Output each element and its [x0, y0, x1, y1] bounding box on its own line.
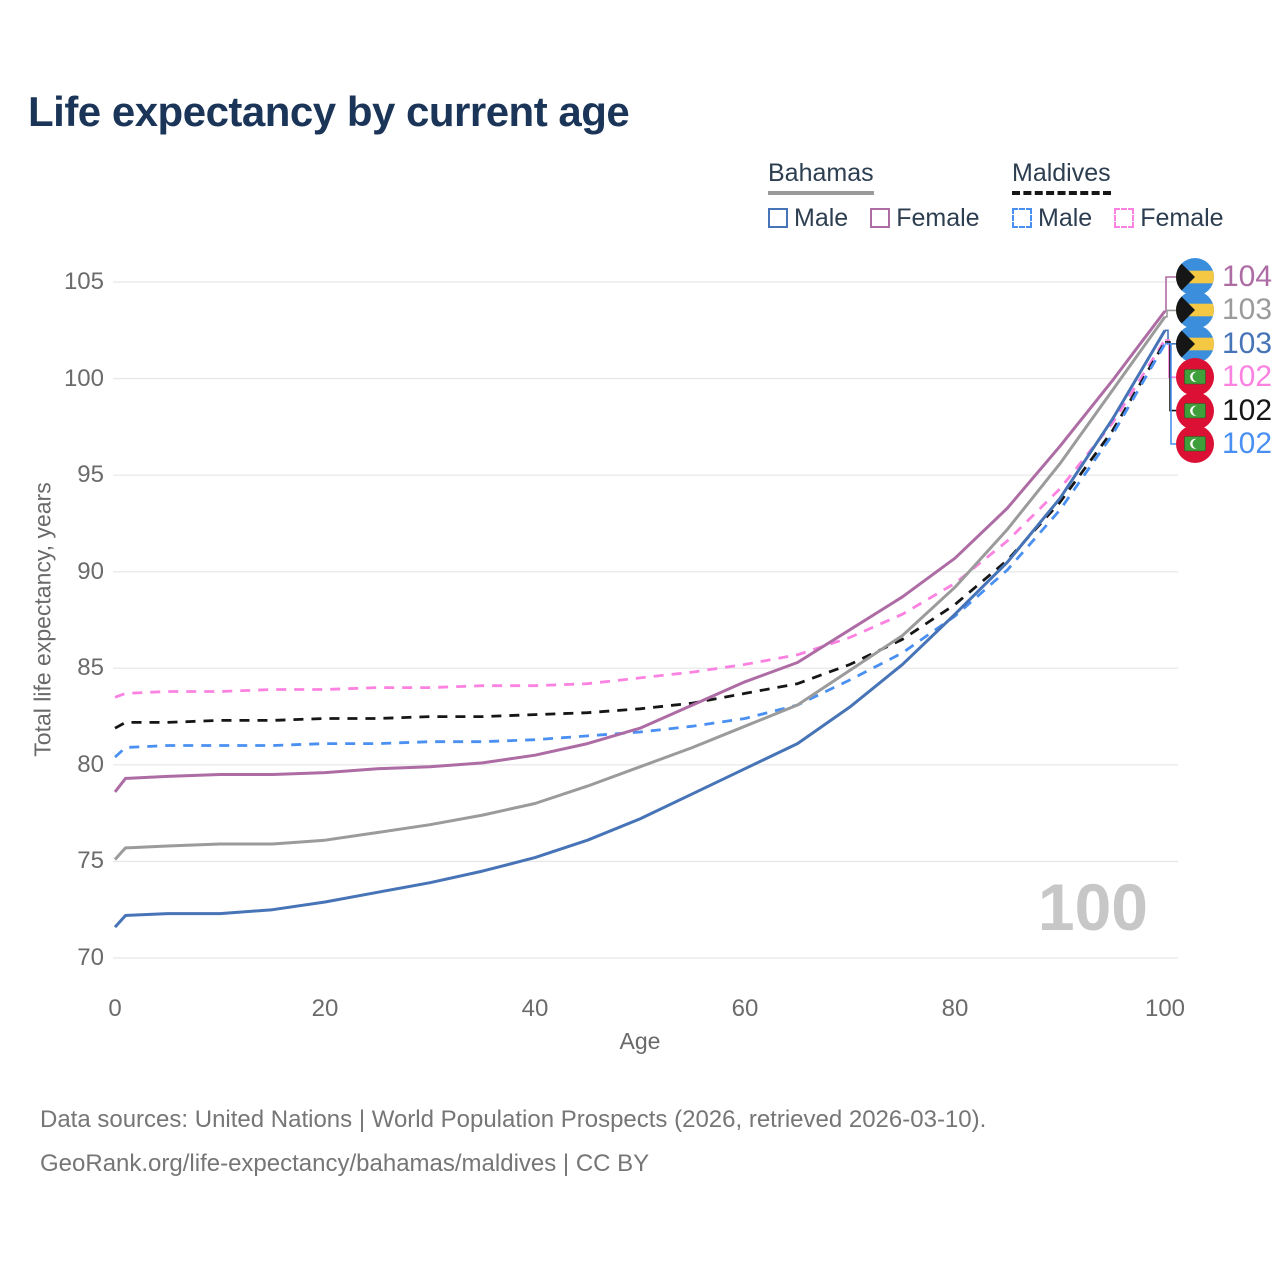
y-tick-label-75: 75: [77, 847, 104, 875]
series-line-maldives-total[interactable]: [114, 341, 1167, 730]
series-line-bahamas-female[interactable]: [113, 310, 1167, 793]
end-label-value-bahamas-female: 104: [1222, 260, 1273, 293]
end-label-value-bahamas-total: 103: [1222, 293, 1273, 327]
legend-group-title-bahamas: Bahamas: [768, 159, 874, 195]
end-label-connector-maldives-female: [1165, 339, 1176, 378]
end-label-row-maldives-total: 102: [1176, 391, 1273, 430]
end-label-row-maldives-male: 102: [1176, 425, 1272, 463]
legend-label: Female: [1140, 203, 1224, 232]
maldives-flag-icon: [1176, 391, 1214, 430]
legend-group-bahamas: Bahamas Male Female: [768, 159, 980, 233]
end-label-value-maldives-female: 102: [1222, 360, 1273, 394]
x-axis-title: Age: [619, 1028, 661, 1054]
legend-item-bahamas-female[interactable]: Female: [870, 203, 980, 233]
x-tick-label-80: 80: [941, 995, 969, 1022]
legend-group-maldives: Maldives Male Female: [1012, 159, 1224, 233]
y-axis-title: Total life expectancy, years: [29, 482, 56, 757]
age-watermark: 100: [1037, 870, 1148, 944]
end-label-connector-maldives-male: [1165, 343, 1176, 445]
end-label-row-bahamas-total: 103: [1176, 291, 1273, 330]
y-tick-label-70: 70: [77, 944, 104, 971]
legend-item-maldives-male[interactable]: Male: [1012, 204, 1092, 233]
x-tick-label-20: 20: [311, 995, 339, 1022]
footer-source-line: Data sources: United Nations | World Pop…: [40, 1106, 987, 1133]
end-label-row-bahamas-female: 104: [1176, 258, 1272, 296]
legend-swatch-bahamas-female: [870, 208, 891, 228]
end-label-row-maldives-female: 102: [1176, 358, 1273, 397]
maldives-flag-icon: [1176, 425, 1214, 463]
legend-label: Male: [794, 203, 849, 232]
maldives-flag-icon: [1176, 358, 1214, 397]
y-tick-label-95: 95: [77, 461, 104, 489]
legend-swatch-maldives-female: [1114, 208, 1135, 228]
footer-citation-line: GeoRank.org/life-expectancy/bahamas/mald…: [40, 1150, 650, 1177]
end-label-connector-bahamas-total: [1165, 309, 1176, 318]
legend-item-bahamas-male[interactable]: Male: [768, 204, 848, 233]
end-label-connector-bahamas-male: [1165, 329, 1176, 345]
end-label-connector-bahamas-female: [1165, 276, 1176, 312]
series-line-maldives-male[interactable]: [114, 343, 1167, 759]
end-label-value-maldives-male: 102: [1222, 427, 1273, 460]
legend-swatch-maldives-male: [1012, 208, 1032, 228]
x-tick-label-0: 0: [108, 995, 122, 1022]
y-tick-label-105: 105: [63, 268, 104, 295]
x-tick-label-60: 60: [731, 995, 759, 1022]
x-tick-label-40: 40: [521, 995, 549, 1022]
legend-item-maldives-female[interactable]: Female: [1114, 203, 1224, 233]
series-line-bahamas-total[interactable]: [113, 315, 1167, 861]
y-tick-label-90: 90: [77, 557, 104, 585]
bahamas-flag-icon: [1176, 258, 1214, 296]
bahamas-flag-icon: [1176, 291, 1214, 330]
y-tick-label-80: 80: [77, 750, 104, 778]
legend-swatch-bahamas-male: [768, 208, 788, 228]
end-label-connector-maldives-total: [1165, 341, 1176, 412]
bahamas-flag-icon: [1176, 324, 1214, 363]
y-tick-label-100: 100: [63, 364, 104, 392]
legend-group-title-maldives: Maldives: [1012, 159, 1111, 195]
legend-label: Male: [1038, 203, 1093, 232]
legend-label: Female: [896, 203, 980, 232]
y-tick-label-85: 85: [77, 654, 104, 682]
end-label-value-bahamas-male: 103: [1222, 326, 1273, 360]
end-label-row-bahamas-male: 103: [1176, 324, 1273, 363]
footer: Data sources: United Nations | World Pop…: [40, 1106, 986, 1194]
end-label-value-maldives-total: 102: [1222, 393, 1273, 427]
page-title: Life expectancy by current age: [28, 88, 630, 135]
x-tick-label-100: 100: [1144, 995, 1186, 1022]
series-line-bahamas-male[interactable]: [113, 329, 1167, 929]
series-line-maldives-female[interactable]: [114, 339, 1167, 699]
